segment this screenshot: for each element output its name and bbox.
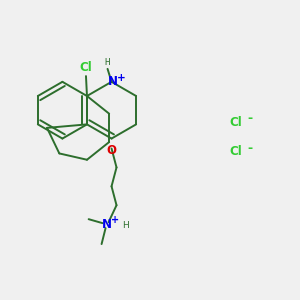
Text: +: + [112, 215, 120, 225]
Text: Cl: Cl [80, 61, 92, 74]
Text: N: N [107, 75, 118, 88]
Text: O: O [106, 143, 116, 157]
Text: +: + [117, 73, 126, 83]
Text: Cl: Cl [230, 116, 242, 129]
Text: H: H [104, 58, 109, 67]
Text: -: - [248, 142, 253, 154]
Text: H: H [122, 221, 129, 230]
Text: Cl: Cl [230, 146, 242, 158]
Text: N: N [102, 218, 112, 231]
Text: -: - [248, 112, 253, 124]
